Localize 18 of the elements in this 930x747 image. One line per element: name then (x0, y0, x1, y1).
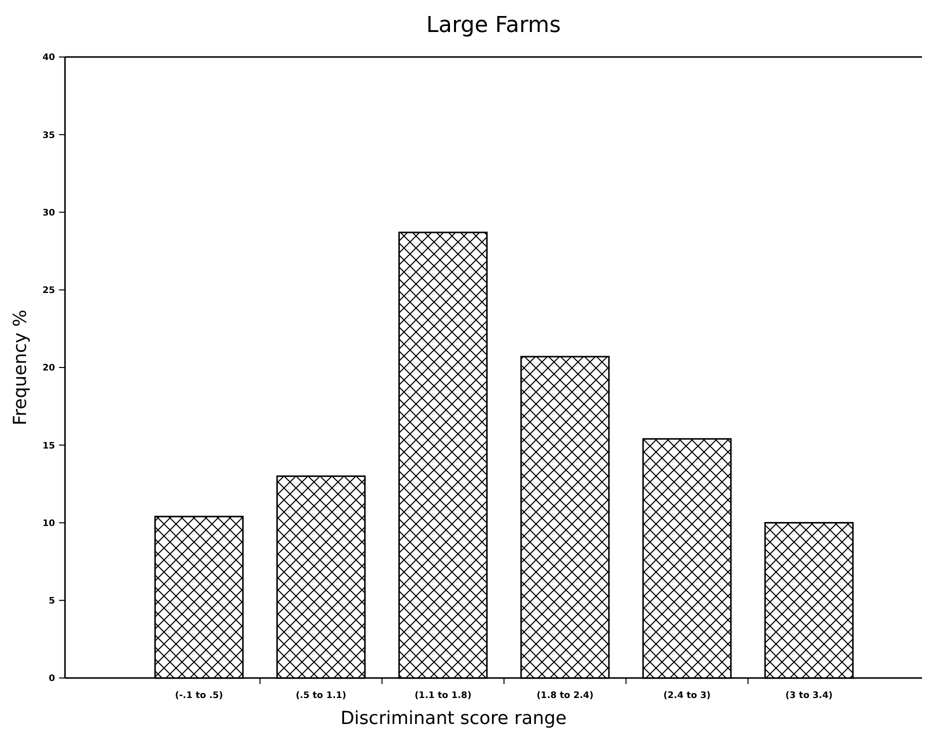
y-tick-label: 35 (42, 130, 55, 141)
y-tick-label: 5 (48, 596, 55, 607)
y-axis-title: Frequency % (10, 310, 31, 426)
x-tick-label: (3 to 3.4) (785, 691, 833, 701)
y-tick-label: 20 (42, 364, 55, 374)
x-tick-label: (1.1 to 1.8) (414, 691, 472, 701)
x-axis-title: Discriminant score range (340, 708, 567, 729)
x-tick-label: (1.8 to 2.4) (536, 691, 594, 701)
chart-title: Large Farms (426, 13, 561, 38)
y-tick-label: 0 (48, 674, 55, 684)
y-tick-label: 10 (42, 518, 55, 529)
y-tick-label: 30 (42, 208, 55, 218)
x-tick-label: (.5 to 1.1) (296, 691, 346, 701)
y-tick-label: 40 (42, 53, 55, 64)
x-tick-label: (-.1 to .5) (174, 691, 224, 701)
x-tick-label: (2.4 to 3) (663, 691, 711, 701)
y-tick-label: 25 (42, 286, 55, 296)
y-tick-label: 15 (42, 441, 55, 452)
